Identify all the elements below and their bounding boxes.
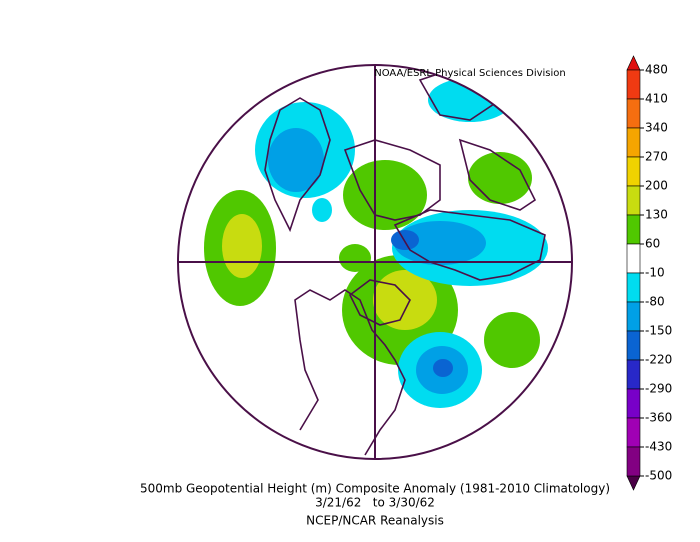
positive-anomaly: [373, 270, 437, 330]
colorbar-tick-label: 340: [645, 121, 668, 135]
colorbar-box: [626, 359, 641, 390]
colorbar-arrow: [626, 55, 641, 71]
coastline: [264, 97, 331, 233]
colorbar-tick-label: -360: [645, 411, 672, 425]
colorbar-tick-label: -80: [645, 295, 665, 309]
colorbar-box: [626, 272, 641, 303]
coastline: [294, 289, 406, 456]
negative-anomaly: [312, 198, 332, 222]
colorbar-tick-label: -150: [645, 324, 672, 338]
coastline: [393, 209, 546, 281]
colorbar-box: [626, 156, 641, 187]
dates: 3/21/62 to 3/30/62: [315, 496, 435, 510]
colorbar-tick-label: 200: [645, 179, 668, 193]
colorbar-box: [626, 98, 641, 129]
colorbar-tick-label: 410: [645, 92, 668, 106]
source: NCEP/NCAR Reanalysis: [306, 514, 444, 528]
colorbar-tick-label: 480: [645, 63, 668, 77]
credit: NOAA/ESRL Physical Sciences Division: [374, 68, 566, 79]
colorbar-tick-label: -290: [645, 382, 672, 396]
title: 500mb Geopotential Height (m) Composite …: [140, 482, 610, 496]
negative-anomaly: [268, 128, 324, 192]
colorbar-tick-label: 270: [645, 150, 668, 164]
coastline: [343, 139, 441, 221]
colorbar-tick-label: -430: [645, 440, 672, 454]
negative-anomaly: [433, 359, 453, 377]
colorbar-box: [626, 69, 641, 100]
colorbar-box: [626, 185, 641, 216]
colorbar-tick-label: -220: [645, 353, 672, 367]
coastline: [458, 138, 537, 211]
colorbar-box: [626, 243, 641, 274]
positive-anomaly: [343, 160, 427, 230]
colorbar-tick-label: 60: [645, 237, 660, 251]
colorbar-box: [626, 388, 641, 419]
colorbar-box: [626, 127, 641, 158]
colorbar-box: [626, 417, 641, 448]
positive-anomaly: [222, 214, 262, 278]
colorbar-box: [626, 330, 641, 361]
colorbar-tick-label: -10: [645, 266, 665, 280]
colorbar: 480 410 340 270 200 130 60 -10 -80 -150 -220 -290 -3…: [626, 55, 672, 491]
colorbar-tick-label: -500: [645, 469, 672, 483]
colorbar-box: [626, 214, 641, 245]
colorbar-tick-label: 130: [645, 208, 668, 222]
positive-anomaly: [484, 312, 540, 368]
negative-anomaly: [391, 230, 419, 250]
positive-anomaly: [468, 152, 532, 204]
colorbar-box: [626, 446, 641, 477]
colorbar-box: [626, 301, 641, 332]
colorbar-arrow: [626, 475, 641, 491]
positive-anomaly: [339, 244, 371, 272]
